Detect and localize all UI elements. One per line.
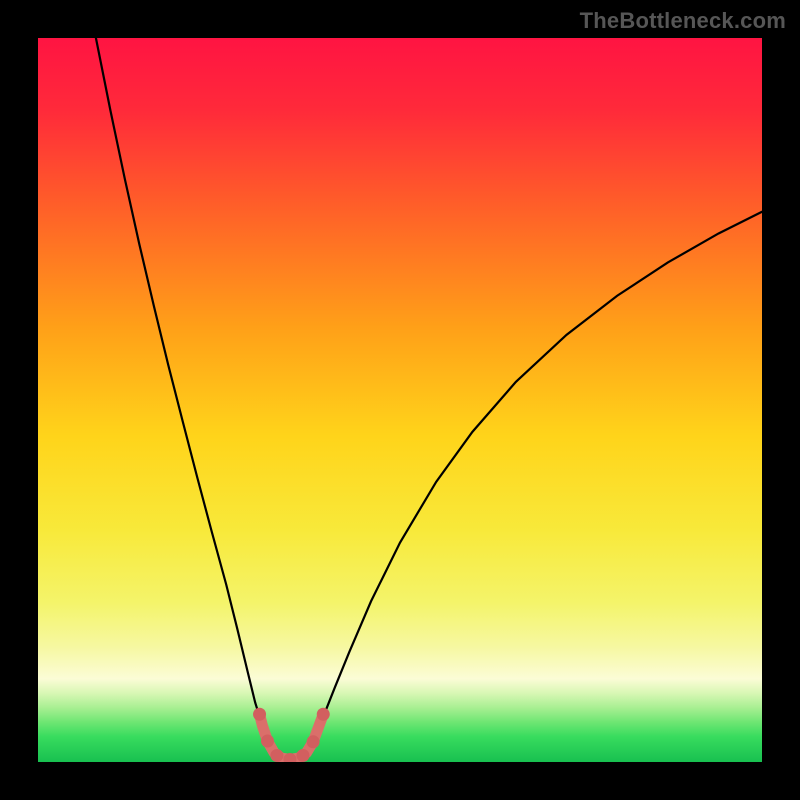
valley-dot — [270, 749, 283, 762]
valley-dot — [317, 708, 330, 721]
valley-dot — [307, 735, 320, 748]
valley-dot — [261, 735, 274, 748]
watermark-text: TheBottleneck.com — [580, 8, 786, 34]
gradient-background — [38, 38, 762, 762]
chart-container: TheBottleneck.com — [0, 0, 800, 800]
valley-dot — [253, 708, 266, 721]
bottleneck-curve-chart — [38, 38, 762, 762]
valley-dot — [296, 749, 309, 762]
plot-area — [38, 38, 762, 762]
